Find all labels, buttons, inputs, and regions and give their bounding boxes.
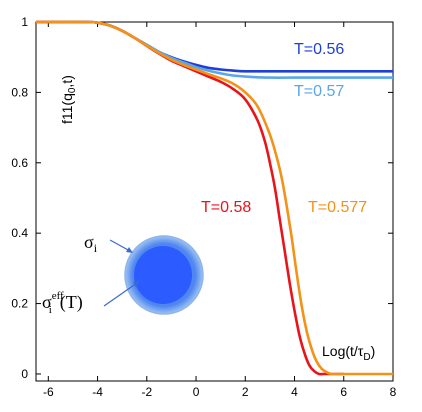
series-line-2 — [35, 20, 344, 376]
x-tick-label: 0 — [193, 385, 200, 399]
arrow-sigma-eff-head — [133, 281, 140, 287]
sigma-eff-label: σeff i (T) — [42, 290, 83, 316]
series-lines — [35, 20, 394, 376]
x-tick-label: 2 — [242, 385, 249, 399]
particle-diagram: σi σeff i (T) — [42, 232, 204, 316]
arrow-sigma-i-head — [126, 247, 133, 253]
sigma-i-label: σi — [84, 232, 98, 255]
series-label-t057: T=0.57 — [294, 83, 344, 100]
y-tick-label: 1 — [21, 15, 28, 29]
x-tick-label: -4 — [92, 385, 103, 399]
y-tick-label: 0.6 — [11, 156, 28, 170]
arrow-sigma-i — [109, 239, 131, 252]
x-tick-label: 8 — [390, 385, 397, 399]
y-axis-label: f11(q0,t) — [59, 75, 78, 124]
y-tick-label: 0.4 — [11, 226, 28, 240]
series-label-t056: T=0.56 — [294, 41, 344, 58]
y-tick-label: 0 — [21, 367, 28, 381]
x-tick-label: -2 — [141, 385, 152, 399]
y-tick-label: 0.2 — [11, 297, 28, 311]
y-tick-label: 0.8 — [11, 85, 28, 99]
x-tick-label: 6 — [340, 385, 347, 399]
series-label-t0577: T=0.577 — [308, 199, 367, 216]
arrow-sigma-eff — [103, 282, 138, 307]
series-label-t058: T=0.58 — [201, 199, 251, 216]
x-tick-label: -6 — [43, 385, 54, 399]
x-axis-label: Log(t/τD) — [322, 343, 375, 363]
axis-ticks: -6 -4 -2 0 2 4 6 8 0 0.2 0.4 0.6 0.8 1 — [11, 15, 396, 399]
plot-frame — [35, 21, 394, 382]
series-line-3 — [35, 20, 394, 376]
x-tick-label: 4 — [291, 385, 298, 399]
inner-circle — [134, 246, 192, 304]
